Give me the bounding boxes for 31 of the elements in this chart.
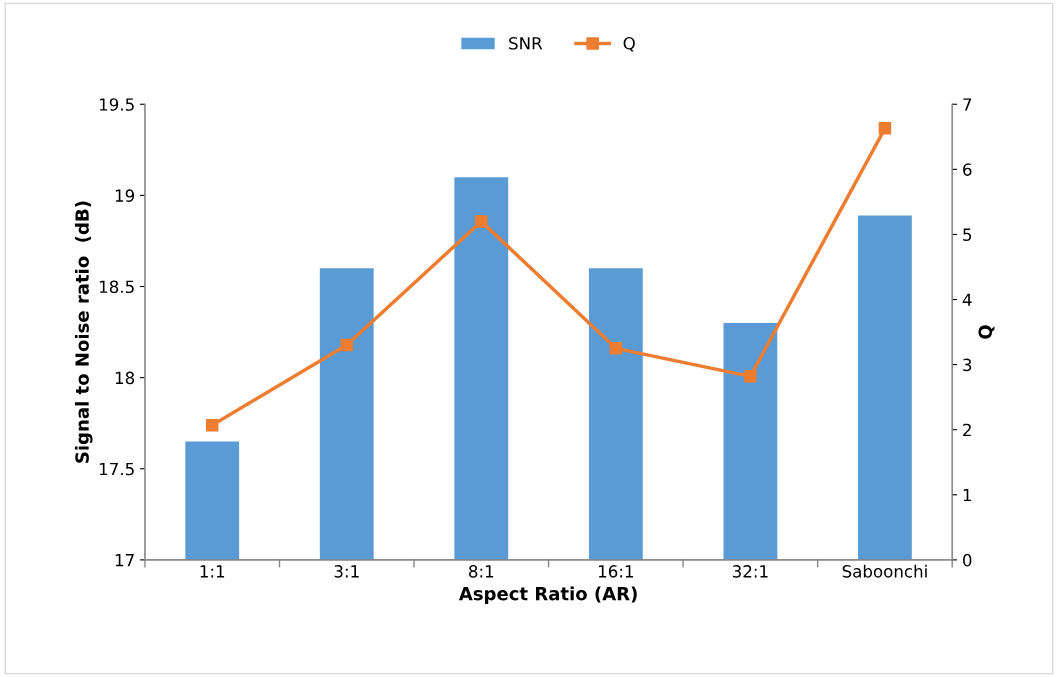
y2-tick-label: 2 [963, 423, 971, 437]
y2-tick-label: 4 [962, 293, 972, 306]
y-tick-label: 17 [115, 554, 134, 567]
x-tick-label: Saboonchi [842, 564, 927, 578]
y-tick-label: 17.5 [99, 462, 134, 476]
x-tick-label: 8:1 [469, 565, 494, 578]
x-tick-label: 16:1 [598, 565, 634, 578]
x-tick-label: 3:1 [334, 565, 359, 578]
y2-tick-label: 5 [963, 228, 972, 241]
point [744, 370, 757, 383]
y-axis-title: Signal to Noise ratio (dB) [74, 201, 93, 463]
point [340, 338, 354, 352]
x-tick-label: 32:1 [732, 565, 768, 578]
legend-label: SNR [509, 36, 543, 50]
y-tick-label: 19.5 [99, 98, 134, 111]
y-tick-label: 18 [115, 371, 135, 385]
y2-tick-label: 7 [963, 98, 972, 111]
point [205, 418, 219, 432]
point [609, 342, 623, 355]
y2-tick-label: 6 [963, 163, 972, 176]
y-tick-label: 19 [115, 189, 135, 202]
y-tick-label: 18.5 [99, 280, 134, 294]
point [878, 122, 892, 135]
x-tick-label: 1:1 [200, 565, 225, 578]
legend-label: Q [623, 36, 635, 52]
y2-tick-label: 0 [963, 553, 972, 567]
x-axis-title: Aspect Ratio (AR) [458, 586, 637, 604]
point [475, 215, 488, 228]
y2-tick-label: 3 [963, 358, 972, 372]
y2-axis-title: Q [978, 325, 995, 339]
y2-tick-label: 1 [963, 488, 971, 502]
